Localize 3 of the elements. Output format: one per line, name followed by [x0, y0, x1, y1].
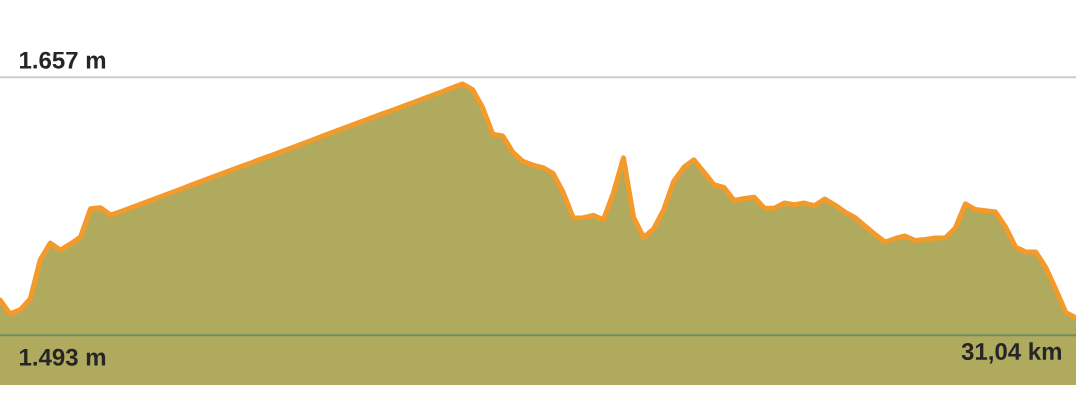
- ref-line-label: 1.657 m: [20, 51, 106, 69]
- text: 31,04 km: [961, 342, 1061, 364]
- ref-line-label: 1.493 m: [20, 348, 106, 366]
